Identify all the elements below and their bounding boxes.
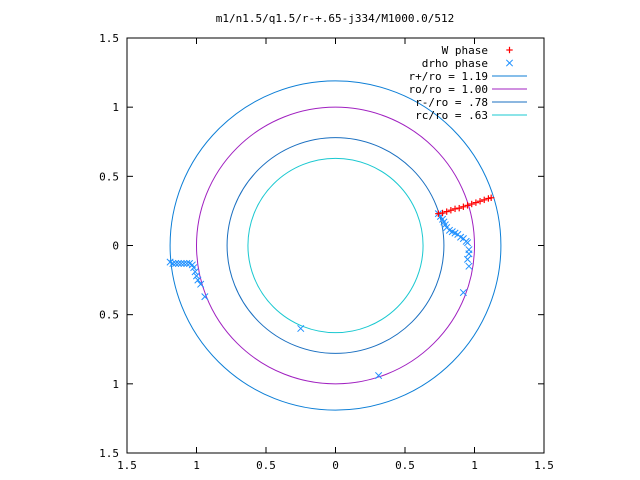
drho-phase-point [174, 259, 182, 268]
w-phase-point [476, 198, 484, 205]
x-tick-label: 1.5 [534, 459, 554, 472]
drho-phase-point [192, 272, 201, 280]
y-tick-label: 1.5 [99, 32, 119, 45]
w-phase-point [456, 204, 463, 212]
y-tick-label: 1 [112, 378, 119, 391]
w-phase-point [485, 195, 492, 202]
legend-label: rc/ro = .63 [415, 109, 488, 122]
w-phase-point [435, 210, 442, 217]
drho-phase-point [465, 250, 473, 258]
legend-label: drho phase [422, 57, 488, 70]
x-tick-label: 0 [332, 459, 339, 472]
chart-title: m1/n1.5/q1.5/r-+.65-j334/M1000.0/512 [216, 12, 454, 25]
y-tick-label: 1.5 [99, 447, 119, 460]
legend-label: ro/ro = 1.00 [409, 83, 488, 96]
x-tick-label: 0.5 [256, 459, 276, 472]
y-tick-label: 0 [112, 240, 119, 253]
markers-layer [166, 194, 495, 380]
w-phase-point [447, 207, 455, 214]
drho-phase-point [297, 324, 305, 333]
w-phase-point [443, 208, 450, 215]
y-tick-label: 1 [112, 101, 119, 114]
w-phase-point [451, 205, 459, 213]
drho-phase-point [463, 239, 472, 247]
x-axis: 1.5 1 0.5 0 0.5 1 1.5 [117, 38, 554, 472]
drho-phase-point [177, 259, 185, 268]
drho-phase-point [459, 288, 467, 297]
x-tick-label: 1 [193, 459, 200, 472]
w-phase-point [481, 196, 488, 204]
drho-phase-point [463, 255, 472, 263]
circle-ro-ro [196, 106, 475, 385]
legend-label: W phase [442, 44, 488, 57]
w-phase-point [464, 202, 471, 209]
y-tick-label: 0.5 [99, 309, 119, 322]
legend-marker-sample [505, 59, 514, 67]
legend-marker-sample [506, 46, 513, 54]
circle-r--ro [226, 137, 445, 354]
x-tick-label: 1.5 [117, 459, 137, 472]
y-axis: 1.5 1 0.5 0 0.5 1 1.5 [99, 32, 544, 460]
drho-phase-point [465, 262, 473, 270]
w-phase-point [487, 194, 495, 201]
drho-phase-point [375, 371, 383, 380]
y-tick-label: 0.5 [99, 170, 119, 183]
circles-layer [169, 80, 502, 411]
x-tick-label: 1 [471, 459, 478, 472]
drho-phase-point [191, 268, 199, 276]
circle-rc-ro [247, 157, 424, 334]
w-phase-point [468, 200, 475, 208]
drho-phase-point [197, 280, 205, 288]
drho-phase-point [166, 258, 174, 266]
drho-phase-point [185, 259, 194, 268]
x-tick-label: 0.5 [395, 459, 415, 472]
w-phase-point [439, 209, 446, 217]
circle-r--ro [169, 80, 502, 411]
w-phase-point [460, 203, 467, 210]
w-phase-point [472, 199, 480, 206]
legend-label: r-/ro = .78 [415, 96, 488, 109]
drho-phase-point [183, 259, 191, 268]
drho-phase-point [180, 259, 188, 268]
drho-phase-point [201, 293, 209, 301]
drho-phase-point [172, 259, 180, 268]
legend-label: r+/ro = 1.19 [409, 70, 488, 83]
drho-phase-point [194, 276, 202, 284]
